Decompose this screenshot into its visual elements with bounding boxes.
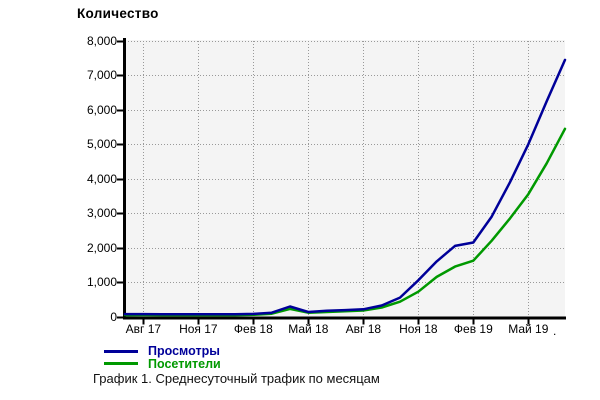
- chart-caption: График 1. Среднесуточный трафик по месяц…: [93, 371, 380, 386]
- views-line-swatch: [104, 349, 138, 353]
- chart-title: Количество: [77, 6, 159, 21]
- visitors-line-swatch: [104, 362, 138, 366]
- x-axis-clipped-label: .: [553, 324, 557, 336]
- legend-label-views: Просмотры: [148, 344, 220, 359]
- chart-legend: Просмотры Посетители: [104, 345, 221, 370]
- legend-item-views: Просмотры: [104, 345, 221, 358]
- legend-label-visitors: Посетители: [148, 356, 221, 371]
- legend-item-visitors: Посетители: [104, 356, 221, 371]
